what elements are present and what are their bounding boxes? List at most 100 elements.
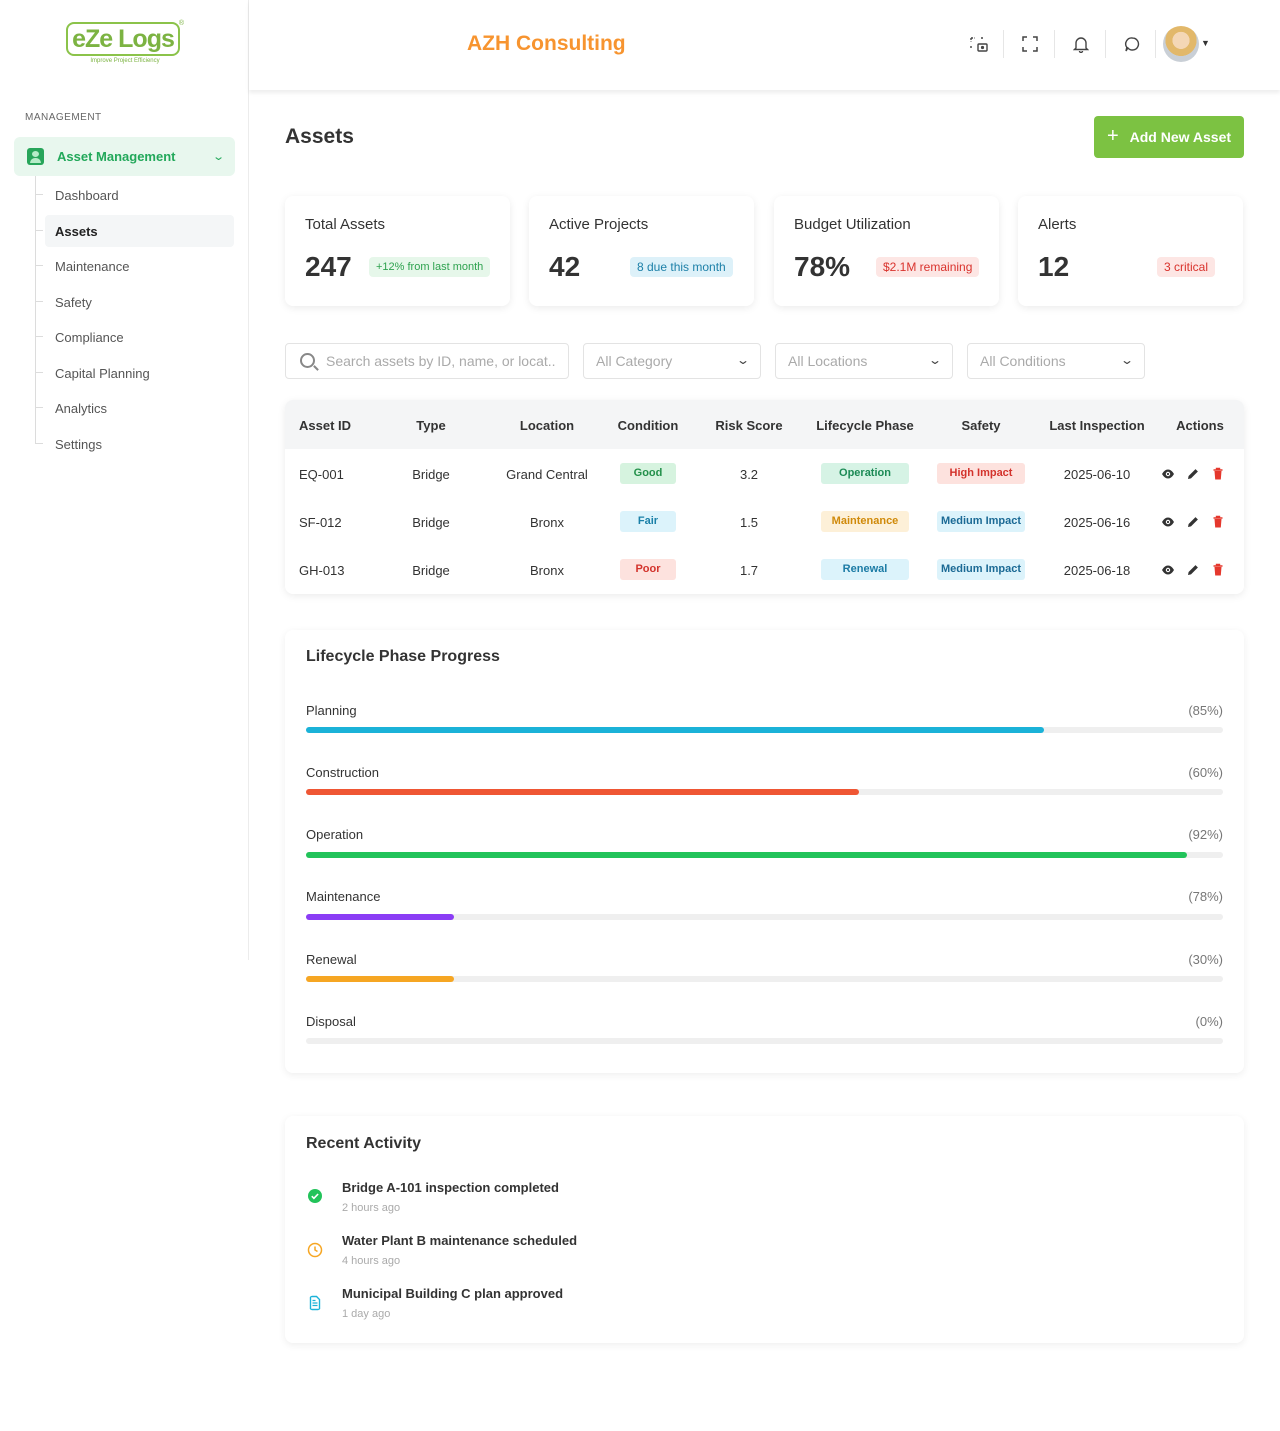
phase-label: Maintenance — [306, 889, 381, 904]
pencil-icon[interactable] — [1186, 563, 1200, 577]
add-new-asset-label: Add New Asset — [1129, 129, 1232, 145]
lifecycle-title: Lifecycle Phase Progress — [306, 648, 500, 665]
progress-fill — [306, 914, 454, 920]
check-circle-icon — [308, 1189, 322, 1203]
assets-table: Asset ID Type Location Condition Risk Sc… — [285, 400, 1244, 594]
sidebar-section-label: MANAGEMENT — [25, 112, 102, 123]
table-header: Asset ID Type Location Condition Risk Sc… — [285, 400, 1244, 449]
th-last-inspection[interactable]: Last Inspection — [1049, 418, 1145, 433]
conditions-select[interactable]: All Conditions ⌄ — [967, 343, 1145, 379]
stat-title: Budget Utilization — [794, 216, 911, 233]
cell-asset-id: GH-013 — [299, 563, 345, 578]
lifecycle-progress-card: Lifecycle Phase Progress Planning (85%) … — [285, 630, 1244, 1073]
trash-icon[interactable] — [1211, 563, 1225, 577]
progress-track — [306, 1038, 1223, 1044]
phase-badge: Operation — [821, 463, 909, 484]
chevron-down-icon: ⌄ — [211, 151, 225, 163]
cell-risk-score: 1.5 — [739, 515, 759, 530]
trash-icon[interactable] — [1211, 467, 1225, 481]
phase-badge: Maintenance — [821, 511, 909, 532]
clock-icon — [307, 1242, 323, 1258]
th-asset-id[interactable]: Asset ID — [299, 418, 352, 433]
cell-asset-id: SF-012 — [299, 515, 342, 530]
cell-asset-id: EQ-001 — [299, 467, 344, 482]
recent-activity-card: Recent Activity Bridge A-101 inspection … — [285, 1116, 1244, 1343]
phase-badge: Renewal — [821, 559, 909, 580]
th-risk-score[interactable]: Risk Score — [715, 418, 783, 433]
phase-label: Renewal — [306, 952, 357, 967]
phase-label: Planning — [306, 703, 357, 718]
sidebar-item-settings[interactable]: Settings — [35, 428, 234, 460]
condition-badge: Poor — [620, 559, 676, 580]
stat-card-budget-utilization: Budget Utilization 78% $2.1M remaining — [774, 196, 999, 306]
condition-badge: Good — [620, 463, 676, 484]
cell-location: Bronx — [530, 563, 564, 578]
sidebar-item-capital-planning[interactable]: Capital Planning — [35, 357, 234, 389]
screen-capture-icon[interactable] — [969, 34, 989, 54]
activity-text[interactable]: Water Plant B maintenance scheduled — [342, 1233, 578, 1248]
eye-icon[interactable] — [1161, 515, 1175, 529]
th-location[interactable]: Location — [519, 418, 575, 433]
phase-label: Construction — [306, 765, 379, 780]
stat-card-total-assets: Total Assets 247 +12% from last month — [285, 196, 510, 306]
activity-text[interactable]: Bridge A-101 inspection completed — [342, 1180, 559, 1195]
stat-card-alerts: Alerts 12 3 critical — [1018, 196, 1243, 306]
locations-select-value: All Locations — [788, 353, 868, 369]
cell-risk-score: 3.2 — [739, 467, 759, 482]
stat-badge: +12% from last month — [369, 257, 491, 277]
cell-risk-score: 1.7 — [739, 563, 759, 578]
locations-select[interactable]: All Locations ⌄ — [775, 343, 953, 379]
stat-badge: 8 due this month — [630, 257, 733, 277]
cell-type: Bridge — [412, 563, 450, 578]
pencil-icon[interactable] — [1186, 515, 1200, 529]
category-select[interactable]: All Category ⌄ — [583, 343, 761, 379]
sidebar-item-compliance[interactable]: Compliance — [35, 321, 234, 353]
fullscreen-icon[interactable] — [1020, 34, 1040, 54]
chat-icon[interactable] — [1122, 34, 1142, 54]
stat-card-active-projects: Active Projects 42 8 due this month — [529, 196, 754, 306]
safety-badge: Medium Impact — [937, 559, 1025, 580]
phase-label: Disposal — [306, 1014, 356, 1029]
activity-text[interactable]: Municipal Building C plan approved — [342, 1286, 564, 1301]
th-actions: Actions — [1176, 418, 1224, 433]
sidebar-item-analytics[interactable]: Analytics — [35, 392, 234, 424]
progress-track — [306, 727, 1223, 733]
safety-badge: High Impact — [937, 463, 1025, 484]
header-divider — [1054, 30, 1055, 58]
eye-icon[interactable] — [1161, 563, 1175, 577]
th-lifecycle-phase[interactable]: Lifecycle Phase — [816, 418, 914, 433]
eye-icon[interactable] — [1161, 467, 1175, 481]
avatar[interactable] — [1163, 26, 1199, 62]
stat-badge: 3 critical — [1157, 257, 1216, 277]
stat-value: 42 — [549, 251, 581, 282]
th-safety[interactable]: Safety — [961, 418, 1001, 433]
sidebar-item-dashboard[interactable]: Dashboard — [35, 179, 234, 211]
cell-last-inspection: 2025-06-18 — [1063, 563, 1131, 578]
progress-fill — [306, 789, 859, 795]
cell-last-inspection: 2025-06-10 — [1063, 467, 1131, 482]
sidebar-item-safety[interactable]: Safety — [35, 286, 234, 318]
th-type[interactable]: Type — [416, 418, 446, 433]
activity-title: Recent Activity — [306, 1135, 421, 1152]
th-condition[interactable]: Condition — [617, 418, 679, 433]
activity-time: 4 hours ago — [342, 1255, 401, 1267]
caret-down-icon[interactable]: ▼ — [1201, 38, 1210, 48]
stat-value: 12 — [1038, 251, 1070, 282]
sidebar-item-maintenance[interactable]: Maintenance — [35, 250, 234, 282]
sidebar-group-label: Asset Management — [57, 149, 176, 164]
search-input[interactable]: Search assets by ID, name, or locat.. — [285, 343, 569, 379]
add-new-asset-button[interactable]: + Add New Asset — [1094, 116, 1244, 158]
plus-icon: + — [1106, 124, 1119, 147]
sidebar-group-asset-management[interactable]: Asset Management ⌄ — [14, 137, 235, 176]
trash-icon[interactable] — [1211, 515, 1225, 529]
sidebar: eZe Logs Improve Project Efficiency ® MA… — [0, 0, 249, 960]
phase-percent: (85%) — [1188, 703, 1223, 718]
brand-logo[interactable]: eZe Logs Improve Project Efficiency ® — [66, 20, 184, 68]
bell-icon[interactable] — [1071, 34, 1091, 54]
activity-time: 1 day ago — [342, 1308, 391, 1320]
sidebar-item-assets[interactable]: Assets — [35, 215, 234, 247]
header-divider — [1105, 30, 1106, 58]
progress-track — [306, 976, 1223, 982]
company-name: AZH Consulting — [467, 32, 626, 55]
pencil-icon[interactable] — [1186, 467, 1200, 481]
